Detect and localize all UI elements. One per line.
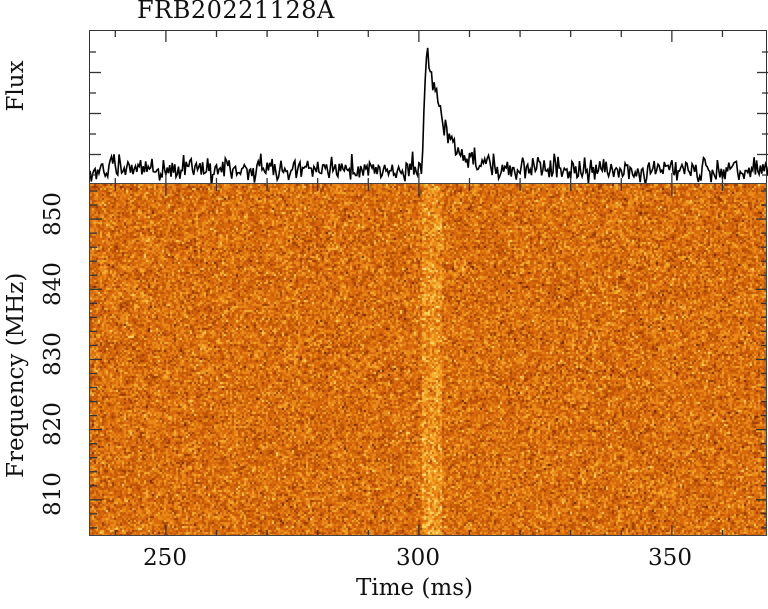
dynamic-spectrum-heatmap xyxy=(90,184,766,535)
ytick-850: 850 xyxy=(40,192,66,236)
ytick-820: 820 xyxy=(40,402,66,446)
ytick-810: 810 xyxy=(40,472,66,516)
xtick-250: 250 xyxy=(143,545,187,571)
flux-time-series-panel xyxy=(89,30,768,184)
chart-title: FRB20221128A xyxy=(137,0,335,24)
xtick-300: 300 xyxy=(396,545,440,571)
frequency-axis-label: Frequency (MHz) xyxy=(3,272,29,478)
ytick-840: 840 xyxy=(40,262,66,306)
xtick-350: 350 xyxy=(648,545,692,571)
flux-trace xyxy=(90,31,768,184)
dynamic-spectrum-panel xyxy=(89,183,767,536)
ytick-830: 830 xyxy=(40,332,66,376)
dynamic-spectrum-ticks xyxy=(90,184,766,535)
flux-axis-label: Flux xyxy=(3,60,29,112)
time-axis-label: Time (ms) xyxy=(356,575,473,601)
